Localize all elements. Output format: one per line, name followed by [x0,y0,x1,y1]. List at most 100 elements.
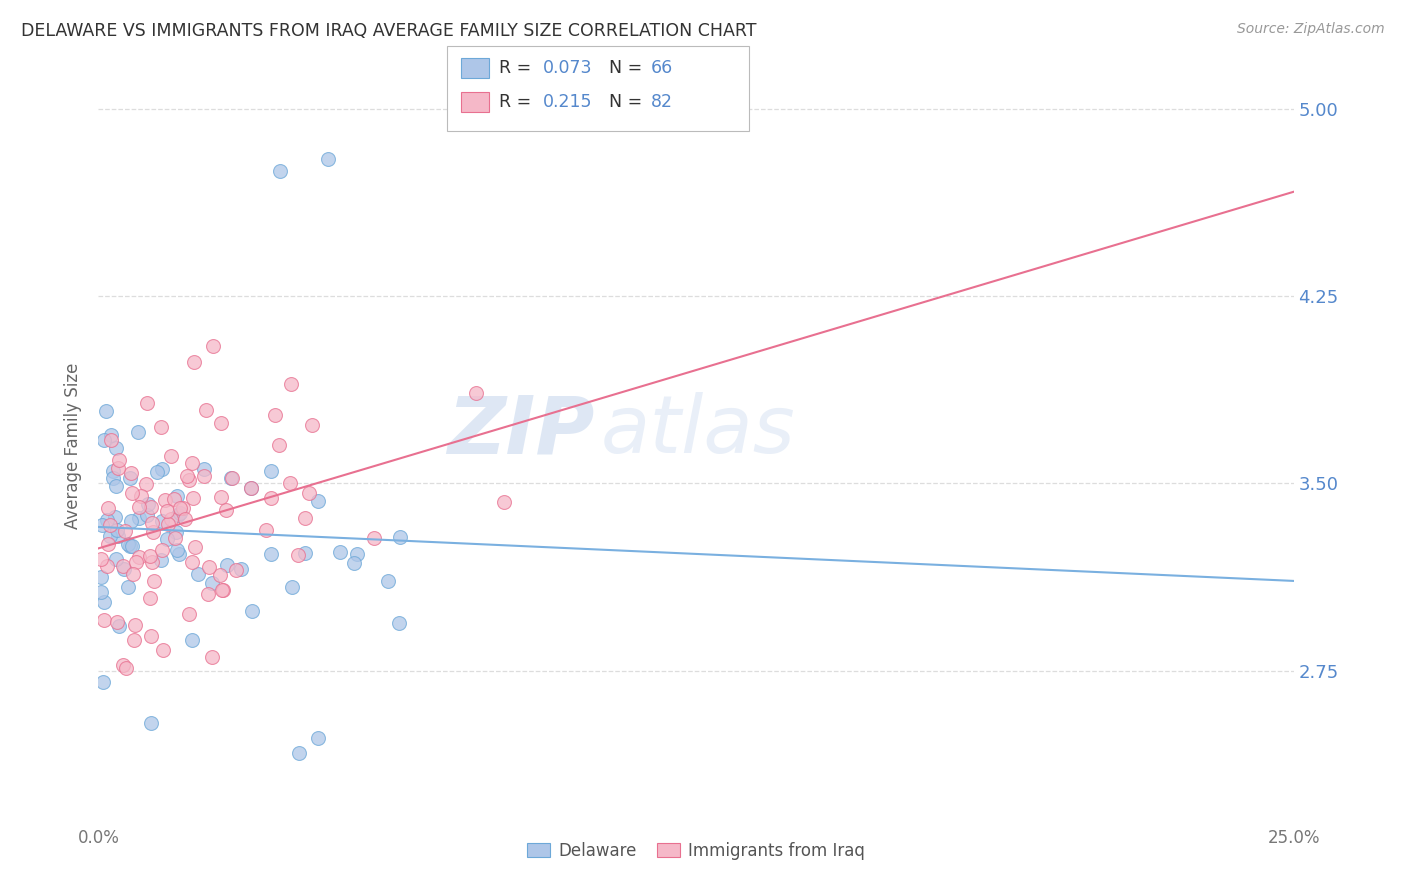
Point [316,152,339,166]
Point [201,576,224,591]
Point [181,456,204,470]
Point [93,614,115,628]
Point [128,500,150,514]
Point [153,493,176,508]
Point [388,530,411,544]
Point [294,546,316,560]
Point [100,434,122,448]
Point [127,425,149,439]
Point [260,547,283,561]
Point [193,469,215,483]
Point [163,531,186,545]
Point [96,558,118,573]
Point [150,543,173,558]
Point [121,540,143,554]
Point [183,354,205,368]
Point [118,540,141,554]
Point [208,567,231,582]
Point [343,557,366,571]
Point [219,471,242,485]
Point [259,464,281,478]
Point [280,376,302,391]
Point [152,462,174,476]
Point [166,508,188,523]
Point [194,402,217,417]
Text: R =: R = [499,93,543,111]
Point [269,437,291,451]
Legend: Delaware, Immigrants from Iraq: Delaware, Immigrants from Iraq [520,835,872,866]
Point [281,580,304,594]
Point [120,466,142,480]
Point [259,491,281,506]
Y-axis label: Average Family Size: Average Family Size [65,363,83,529]
Point [465,385,488,400]
Point [329,545,352,559]
Text: R =: R = [499,59,543,77]
Point [240,604,263,618]
Point [160,449,183,463]
Point [307,731,329,746]
Point [117,537,139,551]
Point [139,591,162,605]
Point [98,517,121,532]
Point [180,632,202,647]
Point [183,541,205,555]
Point [177,607,200,621]
Point [139,715,162,730]
Point [96,404,118,418]
Point [278,476,301,491]
Point [288,746,311,760]
Point [165,525,187,540]
Point [90,585,112,599]
Point [169,506,191,520]
Point [98,529,121,543]
Point [122,566,145,581]
Point [201,650,224,665]
Point [166,489,188,503]
Point [108,453,131,467]
Point [307,494,329,508]
Point [152,643,174,657]
Point [294,511,316,525]
Point [142,525,165,540]
Point [105,551,128,566]
Point [221,471,243,485]
Point [193,461,215,475]
Point [301,417,323,432]
Point [176,469,198,483]
Point [166,542,188,557]
Point [264,408,287,422]
Point [124,617,146,632]
Point [163,491,186,506]
Point [138,549,160,563]
Point [97,537,120,551]
Point [215,502,238,516]
Point [135,477,157,491]
Point [150,420,173,434]
Point [107,529,129,543]
Text: DELAWARE VS IMMIGRANTS FROM IRAQ AVERAGE FAMILY SIZE CORRELATION CHART: DELAWARE VS IMMIGRANTS FROM IRAQ AVERAGE… [21,22,756,40]
Point [269,164,291,178]
Point [112,562,135,576]
Point [91,674,114,689]
Point [150,514,173,528]
Point [225,564,247,578]
Point [125,555,148,569]
Point [155,532,177,546]
Point [122,632,145,647]
Point [97,500,120,515]
Point [128,511,150,525]
Point [112,658,135,673]
Point [107,461,129,475]
Point [136,396,159,410]
Point [211,582,233,597]
Point [141,500,163,515]
Point [229,562,252,576]
Point [115,661,138,675]
Point [240,482,263,496]
Point [101,470,124,484]
Text: N =: N = [609,93,648,111]
Point [181,555,204,569]
Point [202,339,225,353]
Text: 0.073: 0.073 [543,59,592,77]
